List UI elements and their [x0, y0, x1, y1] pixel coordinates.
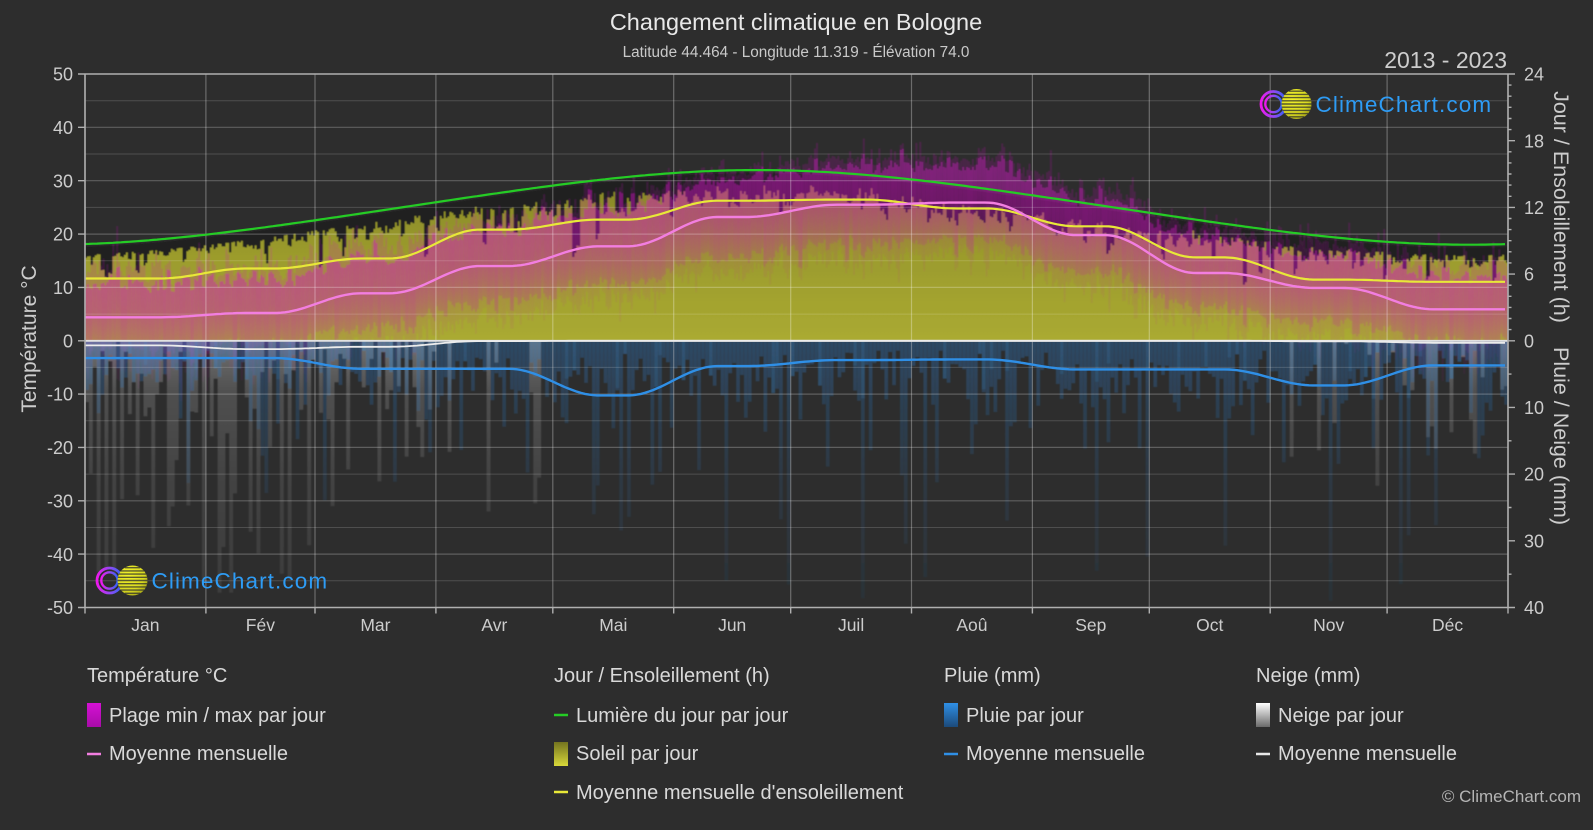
svg-text:Avr: Avr — [481, 615, 507, 635]
svg-text:24: 24 — [1524, 65, 1544, 85]
svg-text:20: 20 — [1524, 465, 1544, 485]
svg-text:30: 30 — [1524, 531, 1544, 551]
svg-text:-50: -50 — [47, 598, 73, 618]
svg-text:6: 6 — [1524, 265, 1534, 285]
svg-text:Jun: Jun — [718, 615, 746, 635]
svg-text:Juil: Juil — [838, 615, 864, 635]
svg-text:-20: -20 — [47, 438, 73, 458]
svg-text:Fév: Fév — [246, 615, 275, 635]
svg-text:Soleil par jour: Soleil par jour — [576, 743, 699, 765]
svg-text:20: 20 — [53, 225, 73, 245]
svg-text:Latitude 44.464 - Longitude 11: Latitude 44.464 - Longitude 11.319 - Élé… — [623, 44, 970, 61]
svg-text:Moyenne mensuelle: Moyenne mensuelle — [1278, 743, 1457, 765]
svg-text:Jour / Ensoleillement (h): Jour / Ensoleillement (h) — [1549, 91, 1573, 323]
svg-text:Moyenne mensuelle: Moyenne mensuelle — [966, 743, 1145, 765]
svg-text:Jan: Jan — [131, 615, 159, 635]
svg-text:Plage min / max par jour: Plage min / max par jour — [109, 705, 326, 727]
svg-text:40: 40 — [1524, 598, 1544, 618]
svg-text:12: 12 — [1524, 198, 1544, 218]
svg-text:-30: -30 — [47, 491, 73, 511]
svg-text:Déc: Déc — [1432, 615, 1463, 635]
svg-text:10: 10 — [1524, 398, 1544, 418]
svg-text:Lumière du jour par jour: Lumière du jour par jour — [576, 705, 789, 727]
svg-text:Sep: Sep — [1075, 615, 1106, 635]
svg-text:Aoû: Aoû — [956, 615, 987, 635]
svg-text:40: 40 — [53, 118, 73, 138]
svg-text:18: 18 — [1524, 131, 1544, 151]
svg-text:-40: -40 — [47, 545, 73, 565]
svg-text:0: 0 — [63, 331, 73, 351]
svg-text:50: 50 — [53, 65, 73, 85]
svg-text:Jour / Ensoleillement (h): Jour / Ensoleillement (h) — [554, 665, 770, 687]
svg-text:Mai: Mai — [599, 615, 627, 635]
svg-text:10: 10 — [53, 278, 73, 298]
svg-text:Nov: Nov — [1313, 615, 1344, 635]
svg-text:ClimeChart.com: ClimeChart.com — [152, 569, 329, 594]
svg-text:Mar: Mar — [360, 615, 390, 635]
svg-text:Moyenne mensuelle d'ensoleille: Moyenne mensuelle d'ensoleillement — [576, 782, 904, 804]
svg-text:ClimeChart.com: ClimeChart.com — [1316, 92, 1493, 117]
svg-text:Neige (mm): Neige (mm) — [1256, 665, 1360, 687]
svg-text:© ClimeChart.com: © ClimeChart.com — [1442, 787, 1581, 806]
svg-text:Moyenne mensuelle: Moyenne mensuelle — [109, 743, 288, 765]
svg-text:Oct: Oct — [1196, 615, 1223, 635]
svg-text:Pluie / Neige (mm): Pluie / Neige (mm) — [1549, 347, 1573, 525]
svg-text:0: 0 — [1524, 331, 1534, 351]
svg-text:-10: -10 — [47, 385, 73, 405]
svg-text:Pluie par jour: Pluie par jour — [966, 705, 1084, 727]
svg-text:30: 30 — [53, 171, 73, 191]
svg-text:Température °C: Température °C — [87, 665, 227, 687]
svg-text:Pluie (mm): Pluie (mm) — [944, 665, 1041, 687]
svg-text:Changement climatique en Bolog: Changement climatique en Bologne — [610, 9, 982, 35]
svg-text:Température °C: Température °C — [18, 265, 41, 412]
svg-text:Neige par jour: Neige par jour — [1278, 705, 1404, 727]
svg-text:2013 - 2023: 2013 - 2023 — [1384, 47, 1507, 73]
